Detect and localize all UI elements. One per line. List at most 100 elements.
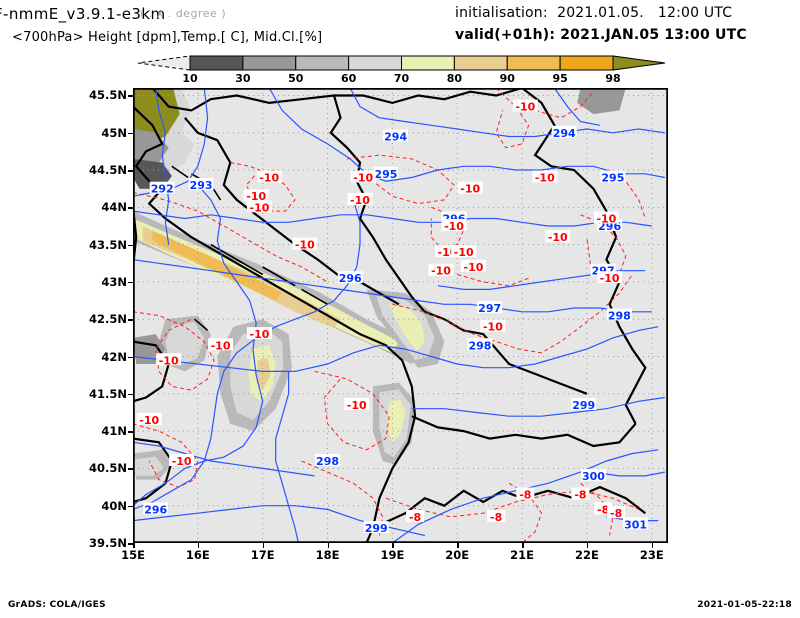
lat-lon-grid [133, 88, 668, 543]
height-contour-label: 298 [316, 455, 339, 468]
temp-contour-label: -10 [600, 272, 620, 285]
contour-label-bg [480, 319, 506, 332]
contour-label-bg [256, 170, 282, 183]
y-axis-tick [128, 505, 133, 508]
contour-label-bg [208, 338, 234, 351]
contour-label-bg [315, 453, 341, 466]
x-axis-tick [133, 543, 135, 548]
height-contour-label: 293 [190, 179, 213, 192]
x-axis-tick-label: 21E [510, 548, 534, 562]
y-axis-tick-label: 44.5N [89, 163, 127, 178]
temp-contour-label: -10 [431, 265, 451, 278]
contour-label-bg [344, 398, 370, 411]
y-axis-tick [128, 95, 133, 97]
height-contour [275, 371, 299, 543]
height-contour [411, 396, 665, 417]
y-axis-tick [128, 170, 133, 172]
height-contour [392, 449, 659, 543]
y-axis-tick-label: 43.5N [89, 237, 127, 252]
contour-label-bg [467, 338, 493, 351]
contour-label-bg [441, 218, 467, 231]
contour-label-bg [593, 211, 619, 224]
temp-contour [430, 206, 465, 249]
x-axis-tick [262, 543, 265, 548]
cloud-region [577, 88, 626, 115]
contour-label-bg [246, 327, 272, 340]
cloud-region [133, 158, 172, 189]
temp-contour [133, 423, 199, 488]
height-contour-label: 298 [468, 339, 491, 352]
contour-label-bg [457, 181, 483, 194]
x-axis-tick-label: 23E [639, 548, 664, 562]
field-description: <700hPa> Height [dpm],Temp.[ C], Mid.Cl.… [12, 30, 323, 45]
border-line [133, 105, 417, 543]
x-axis-tick [327, 543, 330, 548]
contour-label-bg [516, 487, 535, 500]
y-axis-tick-label: 42.5N [89, 312, 127, 327]
height-contour [593, 471, 665, 477]
y-axis-tick [128, 393, 133, 396]
temp-contour-label: -10 [535, 172, 555, 185]
contour-label-bg [487, 509, 506, 522]
contour-label-bg [406, 509, 425, 522]
temp-contour [457, 274, 529, 287]
contour-label-bg [451, 245, 477, 258]
y-axis-tick [128, 468, 133, 470]
contour-label-bg [460, 260, 486, 273]
temp-contour-label: -10 [139, 414, 159, 427]
x-axis-tick [522, 543, 524, 548]
y-axis-tick [128, 543, 133, 545]
temp-contour-label: -10 [259, 172, 279, 185]
contour-label-bg [243, 189, 269, 202]
temp-contour-label: -10 [250, 201, 270, 214]
temp-contour-label: -10 [454, 246, 474, 259]
contour-label-bg [606, 308, 632, 321]
map-plot-area: 2922932942942952952962962962962972972982… [133, 88, 668, 543]
temp-contour-label: -10 [350, 194, 370, 207]
border-line [301, 288, 328, 305]
contour-label-bg [428, 263, 454, 276]
contour-labels: 2922932942942952952962962962962972972982… [136, 99, 649, 535]
temp-contour-label: -10 [515, 101, 535, 114]
temp-contour-label: -10 [295, 239, 315, 252]
contour-label-bg [143, 502, 169, 515]
y-axis-tick-label: 40N [101, 498, 127, 513]
contour-label-bg [607, 506, 626, 519]
temp-contour-label: -10 [159, 354, 179, 367]
contour-label-bg [337, 271, 363, 284]
contour-label-bg [373, 166, 399, 179]
height-contour-label: 299 [365, 522, 388, 535]
border-line [372, 485, 646, 530]
colorbar-tick-label: 80 [447, 72, 463, 85]
temp-contour-label: -10 [464, 261, 484, 274]
height-contour-label: 295 [374, 168, 397, 181]
contour-label-bg [477, 301, 503, 314]
height-contour [133, 326, 659, 372]
temp-contour [230, 162, 296, 212]
x-axis-tick-label: 17E [250, 548, 275, 562]
colorbar-segment [295, 55, 350, 71]
y-axis-tick-label: 43N [101, 274, 127, 289]
colorbar-segment [348, 55, 402, 71]
height-contour [133, 441, 315, 477]
height-contour-label: 296 [144, 503, 167, 516]
contour-label-bg [597, 271, 623, 284]
contour-label-bg [156, 353, 182, 366]
colorbar-under-arrow [137, 55, 191, 71]
cloud-region [133, 456, 165, 476]
model-title: F-nmmE_v3.9.1-e3km [0, 5, 166, 23]
colorbar-segment [506, 55, 561, 71]
temp-contour-label: -10 [353, 172, 373, 185]
cloud-region [133, 88, 180, 144]
temp-contour-label: -10 [250, 328, 270, 341]
x-axis-tick [586, 543, 589, 548]
height-contour-label: 292 [151, 183, 174, 196]
y-axis-tick-label: 45.5N [89, 88, 127, 103]
border-line [171, 165, 189, 179]
contour-label-bg [532, 170, 558, 183]
y-axis-tick [128, 319, 133, 321]
contour-label-bg [600, 170, 626, 183]
y-axis-tick-label: 42N [101, 349, 127, 364]
height-contour [133, 210, 652, 227]
y-axis-tick [128, 431, 133, 433]
